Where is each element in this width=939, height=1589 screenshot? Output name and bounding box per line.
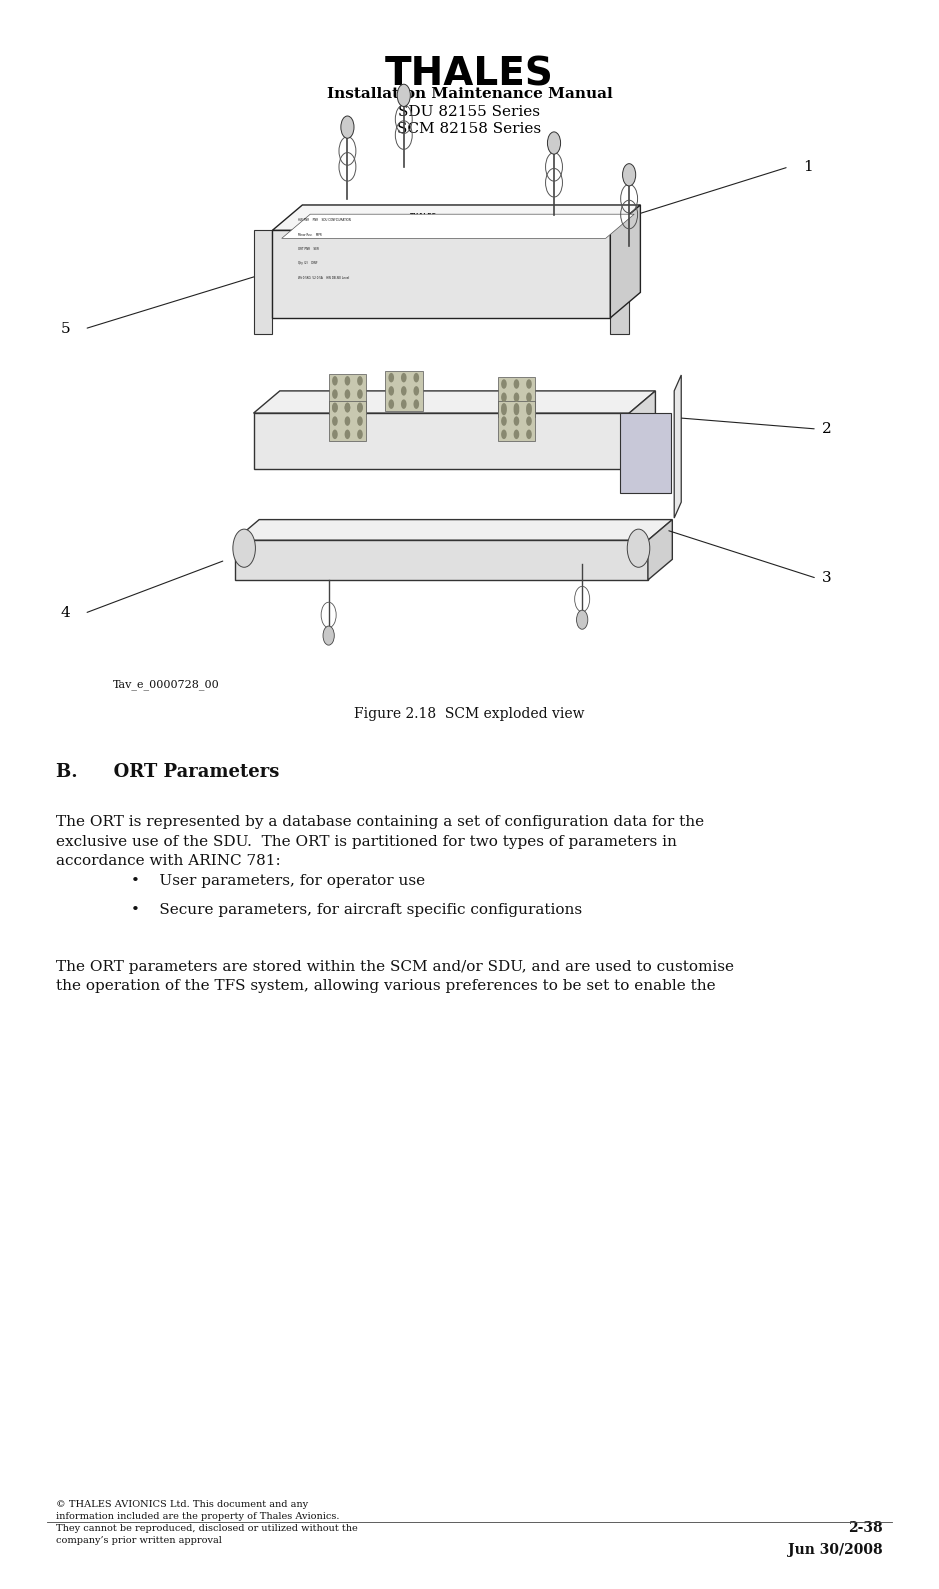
Circle shape bbox=[332, 377, 338, 386]
Circle shape bbox=[332, 389, 338, 399]
Polygon shape bbox=[272, 205, 640, 230]
Polygon shape bbox=[648, 520, 672, 580]
Text: Tav_e_0000728_00: Tav_e_0000728_00 bbox=[113, 679, 220, 690]
Text: Minor Rev.    MPR: Minor Rev. MPR bbox=[298, 232, 321, 237]
Circle shape bbox=[345, 377, 350, 386]
Circle shape bbox=[501, 392, 507, 402]
Text: © THALES AVIONICS Ltd. This document and any
information included are the proper: © THALES AVIONICS Ltd. This document and… bbox=[56, 1500, 358, 1545]
Circle shape bbox=[501, 405, 507, 415]
Circle shape bbox=[526, 380, 531, 389]
Circle shape bbox=[526, 404, 531, 413]
Circle shape bbox=[357, 404, 362, 413]
Circle shape bbox=[357, 429, 362, 439]
Circle shape bbox=[514, 405, 519, 415]
Circle shape bbox=[345, 416, 350, 426]
Circle shape bbox=[501, 416, 507, 426]
Polygon shape bbox=[329, 375, 366, 413]
Circle shape bbox=[357, 402, 362, 412]
Text: •    Secure parameters, for aircraft specific configurations: • Secure parameters, for aircraft specif… bbox=[131, 903, 582, 917]
Circle shape bbox=[357, 389, 362, 399]
Circle shape bbox=[233, 529, 255, 567]
Polygon shape bbox=[329, 400, 366, 440]
Circle shape bbox=[577, 610, 588, 629]
Circle shape bbox=[401, 399, 407, 408]
Circle shape bbox=[514, 404, 519, 413]
Circle shape bbox=[623, 164, 636, 186]
Circle shape bbox=[345, 404, 350, 413]
Polygon shape bbox=[254, 413, 629, 469]
Polygon shape bbox=[674, 375, 681, 518]
Circle shape bbox=[389, 399, 394, 408]
Text: 2: 2 bbox=[822, 423, 831, 435]
Circle shape bbox=[357, 377, 362, 386]
Circle shape bbox=[332, 416, 338, 426]
Text: SCM 82158 Series: SCM 82158 Series bbox=[397, 122, 542, 137]
Circle shape bbox=[501, 404, 507, 413]
Text: Figure 2.18  SCM exploded view: Figure 2.18 SCM exploded view bbox=[354, 707, 585, 721]
Text: The ORT is represented by a database containing a set of configuration data for : The ORT is represented by a database con… bbox=[56, 815, 704, 868]
Circle shape bbox=[332, 404, 338, 413]
Circle shape bbox=[389, 386, 394, 396]
Polygon shape bbox=[498, 400, 535, 440]
Polygon shape bbox=[254, 391, 655, 413]
Text: Wt 0.5KG  52 0.5A    HW DB-SEI Level: Wt 0.5KG 52 0.5A HW DB-SEI Level bbox=[298, 275, 349, 280]
Circle shape bbox=[526, 392, 531, 402]
Circle shape bbox=[413, 386, 419, 396]
Circle shape bbox=[397, 84, 410, 106]
Text: Installation Maintenance Manual: Installation Maintenance Manual bbox=[327, 87, 612, 102]
Polygon shape bbox=[620, 413, 671, 493]
Text: B.  ORT Parameters: B. ORT Parameters bbox=[56, 763, 280, 780]
Polygon shape bbox=[629, 391, 655, 469]
Text: 3: 3 bbox=[822, 572, 831, 585]
Circle shape bbox=[514, 392, 519, 402]
Circle shape bbox=[345, 389, 350, 399]
Circle shape bbox=[323, 626, 334, 645]
Text: ORT PNR    SER: ORT PNR SER bbox=[298, 246, 318, 251]
Text: Jun 30/2008: Jun 30/2008 bbox=[788, 1543, 883, 1557]
Text: 1: 1 bbox=[803, 160, 812, 173]
Circle shape bbox=[357, 416, 362, 426]
Circle shape bbox=[401, 386, 407, 396]
Circle shape bbox=[332, 429, 338, 439]
Circle shape bbox=[547, 132, 561, 154]
Circle shape bbox=[501, 380, 507, 389]
Polygon shape bbox=[272, 230, 610, 318]
Circle shape bbox=[526, 416, 531, 426]
Text: Qty (2)    DWF: Qty (2) DWF bbox=[298, 261, 317, 265]
Circle shape bbox=[627, 529, 650, 567]
Circle shape bbox=[401, 373, 407, 383]
Circle shape bbox=[526, 405, 531, 415]
Circle shape bbox=[345, 429, 350, 439]
Circle shape bbox=[341, 116, 354, 138]
Circle shape bbox=[526, 429, 531, 439]
Circle shape bbox=[413, 399, 419, 408]
Circle shape bbox=[514, 429, 519, 439]
Text: 5: 5 bbox=[61, 323, 70, 335]
Polygon shape bbox=[235, 540, 648, 580]
Text: HW PNR    PNR    SDU CONFIGURATION: HW PNR PNR SDU CONFIGURATION bbox=[298, 218, 350, 222]
Text: 2-38: 2-38 bbox=[848, 1521, 883, 1535]
Circle shape bbox=[514, 380, 519, 389]
Polygon shape bbox=[610, 205, 640, 318]
Text: 4: 4 bbox=[61, 607, 70, 620]
Circle shape bbox=[413, 373, 419, 383]
Circle shape bbox=[501, 429, 507, 439]
Polygon shape bbox=[235, 520, 672, 540]
Polygon shape bbox=[498, 377, 535, 416]
Circle shape bbox=[345, 402, 350, 412]
Polygon shape bbox=[254, 230, 272, 334]
Polygon shape bbox=[282, 215, 634, 238]
Text: The ORT parameters are stored within the SCM and/or SDU, and are used to customi: The ORT parameters are stored within the… bbox=[56, 960, 734, 993]
Polygon shape bbox=[610, 230, 629, 334]
Text: THALES: THALES bbox=[385, 56, 554, 94]
Circle shape bbox=[389, 373, 394, 383]
Text: SDU 82155 Series: SDU 82155 Series bbox=[398, 105, 541, 119]
Polygon shape bbox=[385, 370, 423, 410]
Circle shape bbox=[514, 416, 519, 426]
Text: THALES: THALES bbox=[409, 213, 436, 218]
Text: •    User parameters, for operator use: • User parameters, for operator use bbox=[131, 874, 425, 888]
Circle shape bbox=[332, 402, 338, 412]
